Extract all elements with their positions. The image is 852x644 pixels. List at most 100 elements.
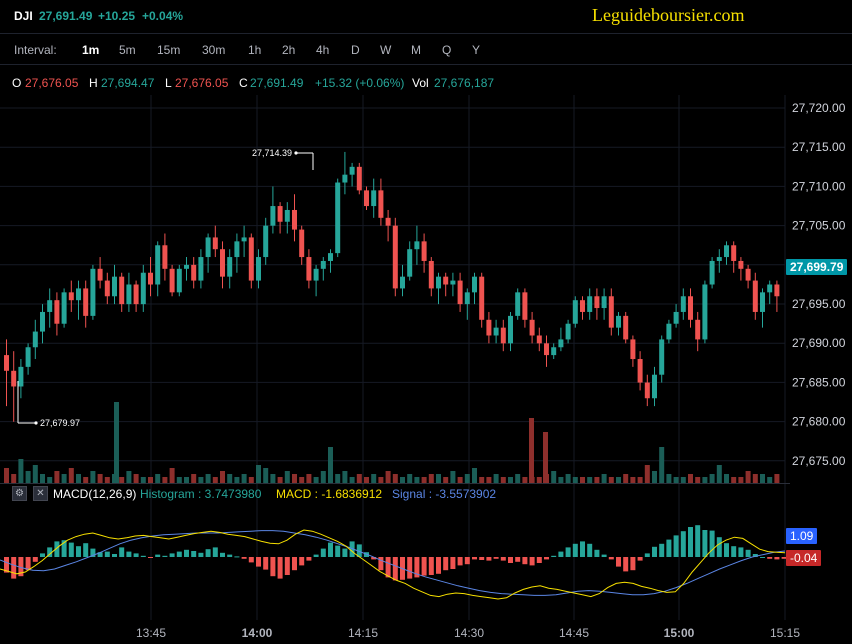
candle-body <box>263 225 269 258</box>
interval-4h[interactable]: 4h <box>316 43 330 57</box>
price-tick-label: 27,680.00 <box>792 415 846 429</box>
candle-body <box>68 292 74 301</box>
volume-bar <box>724 474 729 483</box>
macd-histogram-bar <box>335 545 341 557</box>
macd-histogram-bar <box>738 547 744 557</box>
candle-body <box>76 288 81 301</box>
time-axis[interactable]: 13:45 14:00 14:15 14:30 14:45 15:00 15:15 <box>0 620 852 644</box>
macd-histogram-bar <box>760 557 765 558</box>
candle-body <box>212 237 218 250</box>
volume-bar <box>522 477 528 483</box>
volume-bar <box>608 477 614 483</box>
candle-body <box>436 276 441 289</box>
macd-pane <box>0 525 787 600</box>
interval-30m[interactable]: 30m <box>202 43 226 57</box>
settings-icon[interactable]: ⚙ <box>12 486 27 501</box>
volume-bar <box>140 477 146 483</box>
interval-m[interactable]: M <box>411 43 421 57</box>
macd-histogram-bar <box>623 557 629 572</box>
candle-body <box>522 292 528 320</box>
macd-histogram-bar <box>256 557 261 567</box>
volume-bar <box>551 471 557 483</box>
volume-bar <box>306 474 312 483</box>
volume-bar <box>234 477 240 483</box>
macd-histogram-bar <box>220 552 225 557</box>
pane-divider[interactable] <box>0 483 790 484</box>
macd-histogram-bar <box>551 555 557 557</box>
macd-histogram-bar <box>90 548 96 557</box>
volume-label: Vol <box>412 76 429 90</box>
volume-bar <box>155 474 161 483</box>
macd-histogram-bar <box>414 557 420 578</box>
volume-bar <box>472 468 477 483</box>
candle-body <box>133 284 139 305</box>
volume-bar <box>299 477 305 483</box>
interval-15m[interactable]: 15m <box>157 43 181 57</box>
macd-histogram-bar <box>781 557 787 559</box>
macd-histogram-bar <box>688 527 693 557</box>
macd-histogram-bar <box>745 549 751 557</box>
macd-histogram-bar <box>652 546 657 557</box>
volume-bar <box>114 402 119 483</box>
interval-d[interactable]: D <box>351 43 360 57</box>
macd-histogram-value: Histogram : 3.7473980 <box>140 487 262 501</box>
volume-bar <box>450 471 456 483</box>
symbol-name[interactable]: DJI <box>14 9 33 23</box>
candle-body <box>479 276 485 320</box>
macd-histogram-bar <box>392 557 398 581</box>
price-axis[interactable]: 27,720.0027,715.0027,710.0027,705.0027,7… <box>792 101 846 468</box>
macd-histogram-bar <box>162 555 168 557</box>
volume-bar <box>421 477 427 483</box>
volume-bar <box>500 477 506 483</box>
volume-bar <box>428 474 434 483</box>
close-icon[interactable]: ✕ <box>33 486 48 501</box>
candle-body <box>248 237 254 281</box>
candle-body <box>184 264 189 269</box>
last-price-tag: 27,699.79 <box>786 259 848 275</box>
interval-q[interactable]: Q <box>442 43 452 57</box>
volume-bar <box>436 474 441 483</box>
candle-body <box>558 339 564 348</box>
macd-histogram-bar <box>40 553 45 557</box>
macd-histogram-bar <box>731 546 737 557</box>
macd-signal-line <box>0 530 786 596</box>
macd-histogram-bar <box>342 548 348 557</box>
candle-body <box>284 209 290 222</box>
candle-body <box>760 292 765 312</box>
interval-1h[interactable]: 1h <box>248 43 262 57</box>
macd-histogram-bar <box>616 557 621 567</box>
interval-y[interactable]: Y <box>472 43 481 57</box>
volume-bar <box>630 477 636 483</box>
interval-w[interactable]: W <box>380 43 392 57</box>
macd-histogram-bar <box>263 557 269 570</box>
macd-histogram-bar <box>169 553 175 557</box>
macd-histogram-bar <box>176 551 182 557</box>
candle-body <box>277 206 283 222</box>
interval-2h[interactable]: 2h <box>282 43 296 57</box>
volume-bar <box>11 474 17 483</box>
candle-body <box>371 190 377 207</box>
macd-histogram-bar <box>54 541 60 557</box>
candle-body <box>169 268 175 293</box>
low-value: 27,676.05 <box>175 76 229 90</box>
macd-histogram-bar <box>18 557 24 577</box>
candle-body <box>493 327 499 336</box>
macd-histogram-bar <box>565 547 571 557</box>
interval-1m[interactable]: 1m <box>82 43 100 57</box>
volume-bar <box>407 474 413 483</box>
macd-histogram-bar <box>241 557 247 559</box>
volume-bar <box>479 477 485 483</box>
macd-histogram-bar <box>133 553 139 557</box>
candlesticks <box>4 151 780 422</box>
volume-bar <box>709 474 715 483</box>
macd-histogram-bar <box>752 554 758 557</box>
price-chart[interactable]: 27,720.00 27,715.00 27,710.00 27,705.00 27,7… <box>0 95 852 644</box>
candle-body <box>644 382 650 399</box>
candle-body <box>32 331 38 348</box>
price-tick-label: 27,710.00 <box>792 179 846 193</box>
macd-histogram-bar <box>724 543 729 557</box>
candle-body <box>702 284 708 340</box>
close-value: 27,691.49 <box>250 76 304 90</box>
candle-body <box>724 245 729 258</box>
interval-5m[interactable]: 5m <box>119 43 136 57</box>
